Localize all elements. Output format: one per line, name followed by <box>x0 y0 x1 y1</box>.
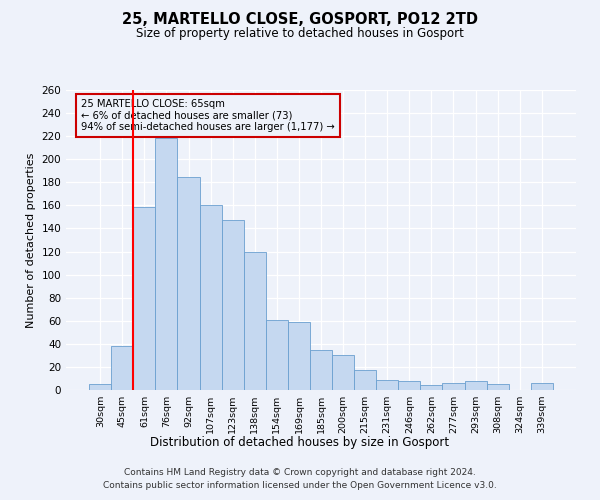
Bar <box>244 252 266 390</box>
Text: Size of property relative to detached houses in Gosport: Size of property relative to detached ho… <box>136 28 464 40</box>
Text: Contains HM Land Registry data © Crown copyright and database right 2024.: Contains HM Land Registry data © Crown c… <box>124 468 476 477</box>
Bar <box>89 384 111 390</box>
Text: 25, MARTELLO CLOSE, GOSPORT, PO12 2TD: 25, MARTELLO CLOSE, GOSPORT, PO12 2TD <box>122 12 478 28</box>
Bar <box>332 356 354 390</box>
Bar <box>421 386 442 390</box>
Bar <box>178 176 200 390</box>
Bar <box>442 383 464 390</box>
Bar <box>111 346 133 390</box>
Bar <box>376 380 398 390</box>
Bar <box>464 381 487 390</box>
Bar <box>200 206 221 390</box>
Bar <box>487 384 509 390</box>
Bar <box>133 206 155 390</box>
Bar <box>288 322 310 390</box>
Bar <box>354 370 376 390</box>
Bar <box>398 381 421 390</box>
Text: Contains public sector information licensed under the Open Government Licence v3: Contains public sector information licen… <box>103 482 497 490</box>
Y-axis label: Number of detached properties: Number of detached properties <box>26 152 36 328</box>
Bar <box>221 220 244 390</box>
Text: Distribution of detached houses by size in Gosport: Distribution of detached houses by size … <box>151 436 449 449</box>
Bar <box>266 320 288 390</box>
Bar <box>310 350 332 390</box>
Bar <box>531 383 553 390</box>
Text: 25 MARTELLO CLOSE: 65sqm
← 6% of detached houses are smaller (73)
94% of semi-de: 25 MARTELLO CLOSE: 65sqm ← 6% of detache… <box>82 99 335 132</box>
Bar <box>155 138 178 390</box>
